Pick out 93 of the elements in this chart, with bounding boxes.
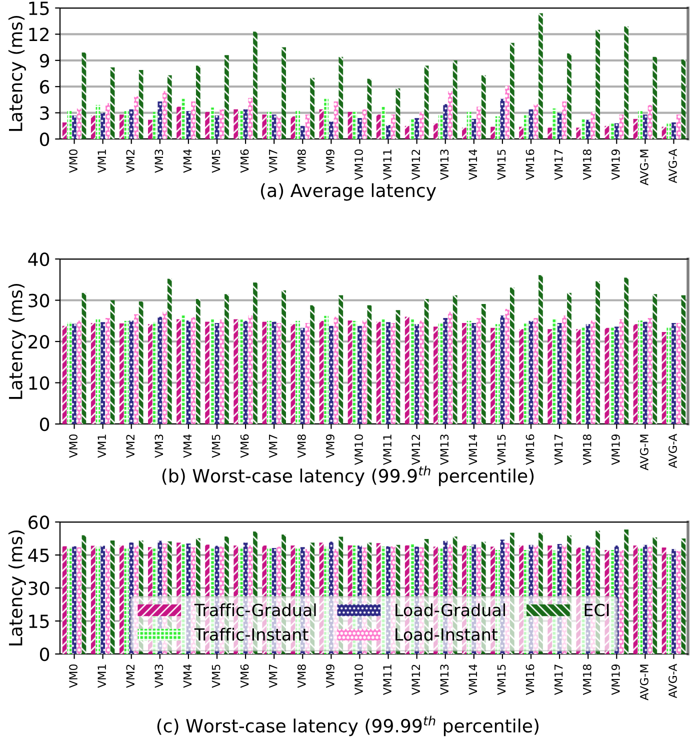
y-tick-label: 60: [28, 515, 50, 530]
x-tick-label: VM12: [412, 434, 420, 465]
y-tick-label: 9: [40, 54, 50, 68]
x-tick-label: VM18: [582, 434, 592, 465]
y-tick-label: 6: [40, 80, 50, 94]
x-tick-label: VM10: [354, 664, 363, 695]
x-tick-label: VM12: [412, 150, 420, 180]
y-axis-title: Latency (ms): [8, 284, 26, 399]
x-tick-label: VM7: [269, 664, 278, 688]
y-tick-label: 0: [40, 417, 50, 432]
x-tick-label: VM4: [183, 664, 192, 688]
x-tick-label: VM14: [468, 434, 477, 465]
x-tick-label: AVG-M: [640, 434, 648, 470]
x-tick-label: AVG-A: [668, 434, 677, 468]
legend-label: Traffic-Instant: [194, 628, 308, 641]
x-tick-label: VM3: [154, 664, 164, 688]
x-tick-label: VM11: [383, 664, 392, 695]
y-axis-title: Latency (ms): [8, 16, 26, 131]
x-tick-label: VM18: [582, 664, 592, 695]
x-tick-label: VM3: [154, 150, 164, 173]
x-tick-label: VM9: [326, 664, 334, 688]
x-tick-label: AVG-M: [640, 664, 648, 700]
x-tick-label: VM2: [126, 150, 134, 173]
y-tick-label: 10: [29, 376, 50, 390]
x-tick-label: VM17: [554, 150, 563, 180]
x-tick-label: VM15: [497, 434, 506, 465]
x-tick-label: VM11: [383, 150, 392, 180]
y-tick-label: 20: [28, 334, 50, 349]
x-tick-label: VM8: [297, 434, 306, 458]
x-tick-label: VM0: [69, 149, 78, 173]
text: (a) Average latency: [261, 183, 436, 201]
x-tick-label: VM15: [497, 150, 506, 180]
x-tick-label: VM17: [554, 434, 563, 465]
legend-label: Traffic-Gradual: [194, 603, 316, 616]
x-tick-label: VM18: [582, 149, 592, 180]
x-tick-label: VM11: [383, 434, 392, 465]
x-tick-label: VM16: [526, 664, 534, 695]
x-tick-label: VM13: [440, 150, 449, 180]
x-tick-label: VM7: [269, 150, 278, 173]
x-tick-label: VM16: [526, 149, 534, 180]
x-tick-label: VM5: [212, 434, 220, 458]
y-tick-label: 45: [28, 548, 49, 562]
x-tick-label: VM14: [468, 149, 477, 180]
y-tick-label: 3: [40, 106, 49, 120]
y-axis-title: Latency (ms): [8, 530, 26, 646]
x-tick-label: VM19: [611, 664, 620, 695]
y-tick-label: 12: [29, 28, 48, 42]
legend-label: Load-Gradual: [396, 603, 505, 616]
x-tick-label: VM9: [326, 434, 334, 458]
x-tick-label: VM1: [98, 434, 106, 458]
x-tick-label: VM2: [126, 434, 134, 458]
x-tick-label: AVG-A: [668, 664, 677, 698]
x-tick-label: VM4: [183, 434, 192, 458]
x-tick-label: AVG-A: [668, 148, 677, 184]
y-tick-label: 15: [29, 2, 49, 16]
x-tick-label: VM10: [354, 149, 363, 180]
y-tick-label: 0: [40, 647, 50, 662]
x-tick-label: VM6: [240, 149, 249, 173]
x-tick-label: AVG-M: [640, 150, 648, 186]
x-tick-label: VM13: [440, 664, 449, 695]
x-tick-label: VM14: [468, 664, 477, 695]
x-tick-label: VM2: [126, 664, 134, 688]
y-tick-label: 0: [40, 132, 50, 146]
y-tick-label: 30: [28, 581, 50, 596]
x-tick-label: VM15: [497, 664, 506, 695]
text: (b) Worst-case latency (99.9$^{th}$ percentile): [162, 466, 534, 486]
x-tick-label: VM7: [269, 434, 278, 458]
text: (c) Worst-case latency (99.99$^{th}$ percentile): [157, 716, 538, 736]
x-tick-label: VM1: [98, 664, 106, 688]
x-tick-label: VM4: [183, 149, 192, 173]
x-tick-label: VM1: [98, 150, 106, 173]
x-tick-label: VM16: [526, 434, 534, 465]
x-tick-label: VM8: [297, 664, 306, 688]
x-tick-label: VM5: [212, 664, 220, 688]
y-tick-label: 40: [28, 252, 50, 266]
x-tick-label: VM6: [240, 664, 249, 688]
x-tick-label: VM12: [412, 664, 420, 695]
x-tick-label: VM0: [69, 434, 78, 458]
x-tick-label: VM5: [212, 150, 220, 173]
x-tick-label: VM3: [154, 434, 164, 458]
x-tick-label: VM9: [326, 150, 334, 173]
y-tick-label: 30: [28, 294, 50, 308]
x-tick-label: VM13: [440, 434, 449, 465]
x-tick-label: VM19: [611, 150, 620, 180]
y-tick-label: 15: [29, 614, 49, 628]
legend-label: Load-Instant: [396, 628, 498, 641]
x-tick-label: VM8: [297, 149, 306, 173]
x-tick-label: VM0: [69, 664, 78, 688]
x-tick-label: VM10: [354, 434, 363, 465]
x-tick-label: VM6: [240, 434, 249, 458]
x-tick-label: VM19: [611, 434, 620, 465]
x-tick-label: VM17: [554, 664, 563, 695]
legend-label: ECI: [584, 604, 609, 616]
